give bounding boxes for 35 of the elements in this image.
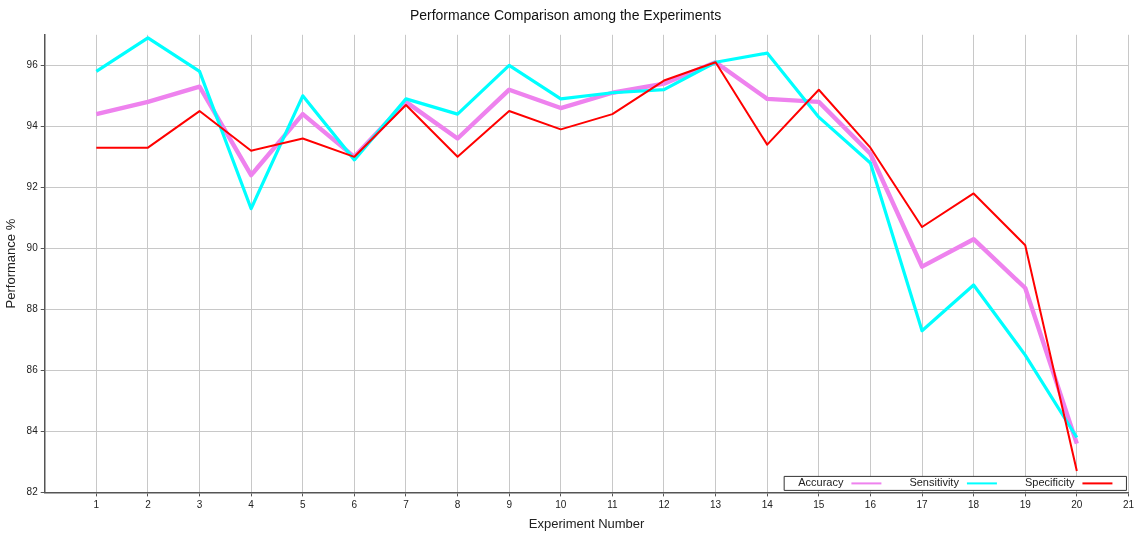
y-tick-label: 96 [26, 59, 39, 71]
y-tick-label: 82 [26, 486, 39, 498]
legend-label: Accuracy [798, 476, 844, 489]
legend-label: Sensitivity [909, 476, 960, 489]
x-tick-label: 12 [658, 499, 670, 511]
x-tick-label: 18 [968, 499, 980, 511]
y-tick-label: 94 [26, 120, 39, 132]
x-tick-label: 4 [248, 499, 255, 511]
x-tick-label: 9 [506, 499, 513, 511]
legend-label: Specificity [1024, 476, 1075, 489]
x-tick-label: 15 [813, 499, 825, 511]
x-tick-label: 2 [145, 499, 152, 511]
x-tick-label: 17 [916, 499, 929, 511]
x-tick-label: 21 [1122, 499, 1135, 511]
y-tick-label: 92 [26, 181, 39, 193]
x-tick-label: 19 [1019, 499, 1032, 511]
x-tick-label: 1 [93, 499, 100, 511]
x-tick-label: 8 [454, 499, 461, 511]
y-tick-label: 86 [26, 364, 39, 376]
x-tick-label: 16 [864, 499, 877, 511]
x-tick-label: 10 [555, 499, 567, 511]
x-tick-label: 20 [1071, 499, 1083, 511]
x-tick-label: 13 [710, 499, 722, 511]
y-tick-label: 90 [26, 242, 39, 254]
y-axis-title: Performance % [3, 218, 19, 309]
x-tick-label: 14 [761, 499, 774, 511]
y-tick-label: 84 [26, 425, 39, 437]
x-tick-label: 6 [351, 499, 358, 511]
chart-title: Performance Comparison among the Experiments [409, 7, 722, 24]
x-tick-label: 11 [607, 499, 619, 511]
x-tick-label: 7 [403, 499, 410, 511]
y-tick-label: 88 [26, 303, 39, 315]
x-axis-title: Experiment Number [528, 515, 646, 531]
x-tick-label: 3 [196, 499, 203, 511]
x-tick-label: 5 [299, 499, 306, 511]
